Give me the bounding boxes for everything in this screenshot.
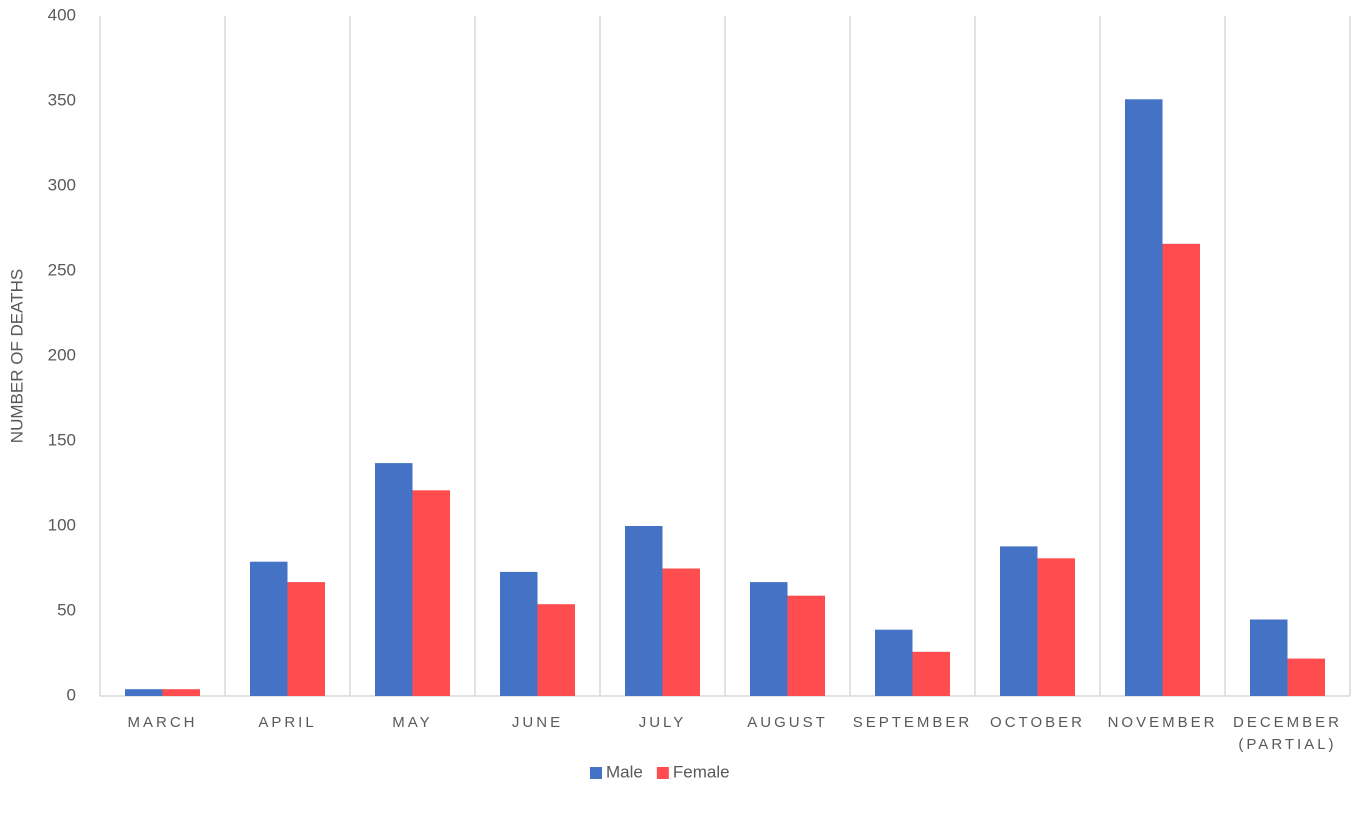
bar (287, 582, 325, 696)
bar (125, 689, 163, 696)
bar (412, 490, 450, 696)
bar (750, 582, 788, 696)
y-tick-label: 150 (48, 430, 76, 449)
x-tick-label: NOVEMBER (1107, 714, 1218, 731)
y-tick-label: 100 (48, 515, 76, 534)
bar (1037, 558, 1075, 696)
y-tick-label: 0 (67, 685, 76, 704)
bar (500, 571, 538, 696)
bar (875, 629, 913, 696)
y-tick-label: 200 (48, 345, 76, 364)
bar (375, 463, 413, 696)
y-tick-label: 50 (57, 600, 76, 619)
x-tick-label: DECEMBER (PARTIAL) (1232, 714, 1342, 753)
bar (625, 526, 663, 696)
x-tick-label: MARCH (127, 714, 198, 731)
bar (1162, 243, 1200, 697)
legend-swatch (590, 767, 602, 779)
bar (787, 595, 825, 696)
bar (250, 561, 288, 696)
legend-swatch (656, 767, 669, 779)
x-tick-label: SEPTEMBER (852, 714, 973, 731)
x-tick-label: MAY (392, 714, 433, 731)
y-tick-label: 350 (48, 90, 76, 109)
x-tick-label: APRIL (258, 714, 317, 731)
bar (162, 689, 200, 696)
legend-label: Male (606, 762, 643, 781)
bar (1125, 99, 1163, 697)
bar (912, 651, 950, 696)
legend-label: Female (673, 762, 730, 781)
x-tick-label: AUGUST (747, 714, 828, 731)
bar (537, 604, 575, 696)
bar (662, 568, 700, 696)
y-tick-label: 250 (48, 260, 76, 279)
x-tick-label: OCTOBER (990, 714, 1085, 731)
y-tick-label: 300 (48, 175, 76, 194)
bar (1287, 658, 1325, 696)
y-tick-label: 400 (48, 5, 76, 24)
bar (1250, 619, 1288, 696)
y-axis-label: NUMBER OF DEATHS (7, 269, 26, 443)
bar (1000, 546, 1038, 696)
x-tick-label: JULY (638, 714, 687, 731)
x-tick-label: JUNE (511, 714, 564, 731)
